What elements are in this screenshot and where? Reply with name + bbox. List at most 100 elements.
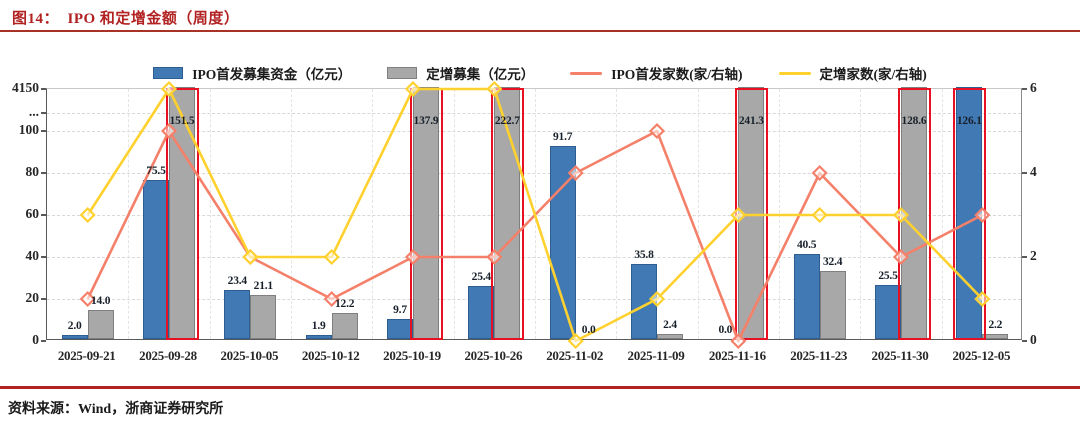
v-gridline	[453, 89, 455, 339]
left-axis-tickmark	[41, 340, 46, 342]
bar-dingzeng-raise	[657, 333, 683, 339]
legend-item: IPO首发家数(家/右轴)	[570, 63, 743, 83]
footer-rule	[0, 386, 1080, 389]
bar-value-label: 32.4	[822, 255, 843, 268]
right-axis-tickmark	[1022, 340, 1027, 342]
bar-value-label: 21.1	[253, 279, 274, 292]
x-tick-label: 2025-11-30	[871, 348, 929, 363]
y-right-tick-label: 0	[1030, 332, 1037, 347]
ipo-count-line-marker-icon	[892, 248, 910, 266]
v-gridline	[291, 89, 292, 339]
bar-value-label: 35.8	[634, 248, 654, 261]
right-axis-tickmark	[1022, 172, 1027, 174]
bar-dingzeng-raise	[982, 334, 1009, 339]
bar-value-label: 241.3	[738, 115, 764, 127]
title-rule	[0, 30, 1080, 32]
dingzeng-count-line-marker-icon	[974, 290, 991, 308]
bar-value-label: 23.4	[227, 274, 248, 287]
x-tick-label: 2025-12-05	[952, 348, 1011, 363]
ipo-count-line-marker-icon	[486, 248, 503, 266]
v-gridline	[209, 89, 211, 339]
bar-value-label: 2.2	[988, 319, 1003, 332]
line-series-overlay	[79, 80, 991, 350]
bar-value-label: 14.0	[90, 294, 111, 307]
y-left-tick-label: 80	[25, 164, 40, 179]
bar-dingzeng-raise	[331, 313, 358, 339]
legend-item: 定增家数(家/右轴)	[778, 63, 927, 83]
h-gridline	[47, 257, 1021, 258]
bar-value-label: 222.7	[494, 115, 520, 127]
left-axis-tickmark	[41, 172, 46, 174]
ipo-count-line-marker-icon	[160, 122, 178, 140]
x-tick-label: 2025-10-05	[220, 348, 279, 363]
dingzeng-count-line-marker-icon	[486, 80, 503, 98]
v-gridline	[697, 89, 699, 339]
legend-swatch-bar-icon	[153, 67, 184, 79]
right-axis-tickmark	[1022, 88, 1027, 90]
ipo-count-line-marker-icon	[404, 248, 422, 266]
x-tick-label: 2025-11-02	[546, 348, 604, 363]
h-gridline	[47, 299, 1021, 300]
x-tick-label: 2025-10-12	[301, 348, 360, 363]
y-left-tick-label: 40	[25, 248, 40, 263]
legend-label: IPO首发家数(家/右轴)	[611, 67, 743, 82]
dingzeng-count-line-marker-icon	[79, 206, 96, 224]
y-left-break-label: ...	[28, 104, 39, 119]
ipo-count-line-marker-icon	[323, 290, 340, 308]
bar-value-label: 40.5	[796, 238, 817, 251]
chart-legend: IPO首发募集资金（亿元） 定增募集（亿元） IPO首发家数(家/右轴) 定增家数(家…	[46, 62, 1034, 84]
left-axis-tickmark	[41, 214, 46, 216]
bar-value-label: 25.4	[471, 270, 492, 283]
y-right-tick-label: 4	[1030, 164, 1037, 179]
v-gridline	[372, 89, 374, 339]
bar-ipo-raise	[387, 318, 413, 339]
legend-label: 定增家数(家/右轴)	[819, 67, 927, 82]
bar-value-label: 2.4	[663, 318, 677, 331]
bar-ipo-raise	[61, 334, 88, 339]
plot-area: 2.0 75.5 23.4 1.9 9.7 25.4 91.7 35.8 0.0 40.5 25.5…	[46, 80, 1022, 350]
left-axis-tickmark	[41, 298, 46, 300]
legend-item: 定增募集（亿元）	[387, 63, 534, 83]
bar-value-label: 91.7	[552, 131, 573, 144]
bar-ipo-raise	[305, 335, 332, 339]
ipo-count-line	[86, 129, 983, 343]
y-left-top-label: 4150	[12, 80, 39, 95]
legend-label: 定增募集（亿元）	[426, 67, 535, 82]
ipo-count-line-marker-icon	[974, 206, 991, 224]
bar-value-label: 126.1	[956, 115, 982, 127]
left-axis-tickmark	[41, 130, 46, 132]
bar-ipo-raise	[143, 180, 169, 339]
dingzeng-count-line	[86, 87, 984, 343]
left-axis-tickmark	[41, 88, 46, 90]
y-left-tick-label: 0	[32, 332, 39, 347]
highlight-box	[165, 88, 199, 340]
y-left-tick-label: 60	[25, 206, 40, 221]
bar-value-label: 0.0	[581, 324, 596, 336]
bar-value-label: 1.9	[311, 320, 326, 333]
dingzeng-count-line-marker-icon	[648, 290, 666, 308]
bar-dingzeng-raise	[250, 294, 277, 339]
y-right-tick-label: 2	[1030, 248, 1037, 263]
bar-ipo-raise	[875, 285, 901, 339]
x-tick-label: 2025-11-23	[790, 348, 848, 363]
bar-ipo-raise	[793, 253, 820, 339]
bar-ipo-raise	[224, 289, 251, 339]
dingzeng-count-line-marker-icon	[892, 206, 910, 224]
legend-swatch-line-icon	[778, 71, 811, 75]
bar-dingzeng-raise	[413, 87, 439, 339]
y-left-tick-label: 100	[18, 122, 39, 137]
v-gridline	[616, 89, 618, 339]
y-right-tick-label: 6	[1030, 80, 1037, 95]
dingzeng-count-line-marker-icon	[730, 206, 747, 224]
bar-ipo-raise	[468, 285, 495, 339]
dingzeng-count-line-marker-icon	[567, 332, 584, 350]
ipo-count-line-marker-icon	[79, 290, 96, 308]
legend-swatch-bar-icon	[387, 67, 418, 79]
dingzeng-count-line-marker-icon	[323, 248, 340, 266]
h-gridline	[47, 173, 1021, 174]
axis-break-gridline	[47, 113, 1021, 114]
bar-value-label: 128.6	[901, 115, 927, 127]
left-axis-tickmark	[41, 112, 46, 114]
y-left-tick-label: 20	[25, 290, 40, 305]
